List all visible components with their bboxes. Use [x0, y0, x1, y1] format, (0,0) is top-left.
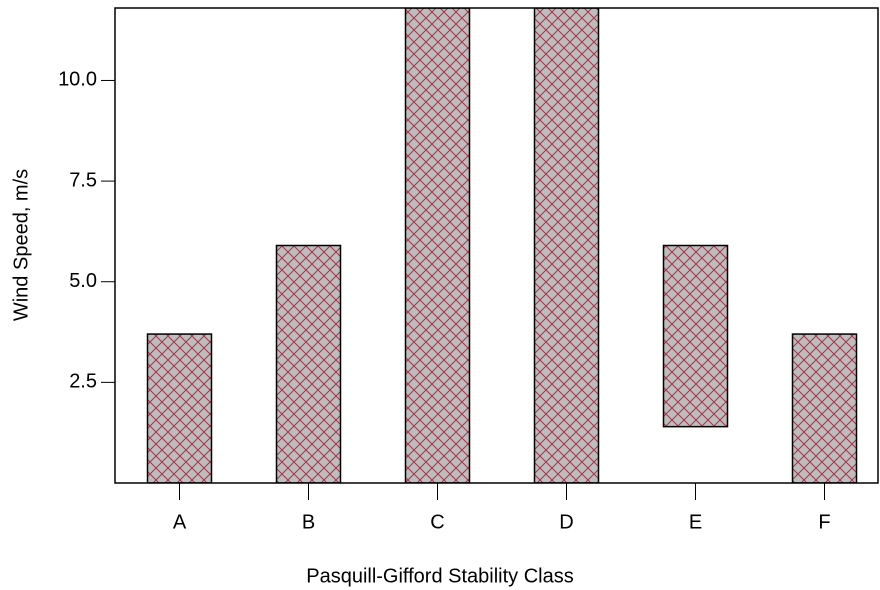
y-tick-label: 5.0 — [69, 270, 97, 292]
x-axis-label: Pasquill-Gifford Stability Class — [306, 565, 574, 587]
y-tick-label: 10.0 — [58, 69, 97, 91]
bar-hatch — [533, 8, 600, 483]
bar-hatch — [146, 333, 213, 483]
x-tick-label: B — [302, 511, 315, 533]
x-tick-label: A — [173, 511, 187, 533]
y-tick-label: 7.5 — [69, 169, 97, 191]
x-tick-label: D — [559, 511, 573, 533]
x-tick-label: C — [430, 511, 444, 533]
x-tick-label: E — [689, 511, 702, 533]
y-axis-label: Wind Speed, m/s — [10, 169, 32, 321]
plot-frame — [114, 7, 879, 484]
bar-hatch — [791, 333, 858, 483]
x-tick-label: F — [818, 511, 830, 533]
y-tick-label: 2.5 — [69, 371, 97, 393]
plot-area — [146, 8, 858, 483]
bar-hatch — [275, 244, 342, 483]
bar-hatch — [662, 244, 729, 428]
bar-hatch — [404, 8, 471, 483]
